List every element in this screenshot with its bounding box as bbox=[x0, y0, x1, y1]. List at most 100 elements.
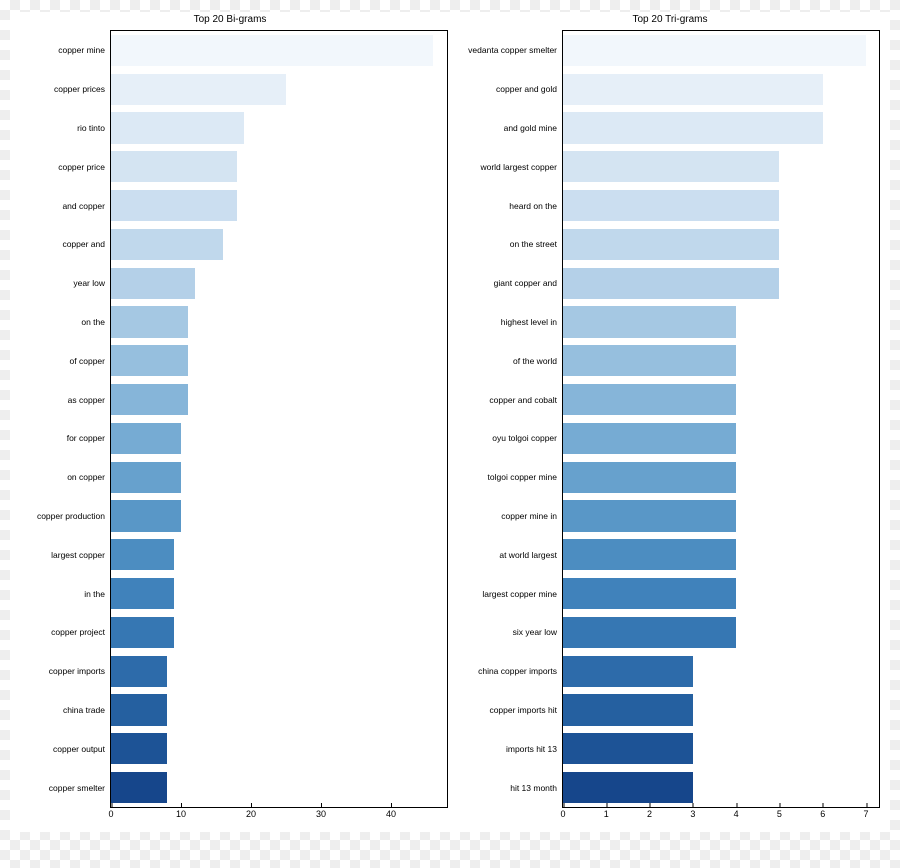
bigram-bar bbox=[111, 190, 237, 221]
trigram-ylabel: of the world bbox=[513, 356, 563, 366]
trigram-bar bbox=[563, 733, 693, 764]
bigram-bar bbox=[111, 733, 167, 764]
trigram-row: vedanta copper smelter bbox=[563, 35, 879, 66]
bigram-xtick: 10 bbox=[176, 807, 186, 819]
bigram-bar bbox=[111, 384, 188, 415]
trigram-xtick: 0 bbox=[560, 807, 565, 819]
bigram-row: as copper bbox=[111, 384, 447, 415]
trigram-ylabel: imports hit 13 bbox=[506, 744, 563, 754]
trigrams-bars: vedanta copper smelter copper and gold and… bbox=[563, 31, 879, 807]
trigram-bar bbox=[563, 268, 779, 299]
trigram-row: giant copper and bbox=[563, 268, 879, 299]
bigram-bar bbox=[111, 578, 174, 609]
bigram-row: copper price bbox=[111, 151, 447, 182]
trigrams-axes: vedanta copper smelter copper and gold and… bbox=[562, 30, 880, 808]
bigram-bar bbox=[111, 617, 174, 648]
trigram-xtick: 1 bbox=[604, 807, 609, 819]
bigram-ylabel: copper price bbox=[58, 162, 111, 172]
trigram-bar bbox=[563, 229, 779, 260]
trigram-row: copper and cobalt bbox=[563, 384, 879, 415]
bigram-row: for copper bbox=[111, 423, 447, 454]
trigram-ylabel: highest level in bbox=[501, 317, 563, 327]
bigram-row: copper project bbox=[111, 617, 447, 648]
bigram-ylabel: for copper bbox=[67, 433, 111, 443]
bigram-row: and copper bbox=[111, 190, 447, 221]
trigram-row: oyu tolgoi copper bbox=[563, 423, 879, 454]
trigram-bar bbox=[563, 656, 693, 687]
bigram-ylabel: largest copper bbox=[51, 550, 111, 560]
trigram-row: of the world bbox=[563, 345, 879, 376]
trigram-row: china copper imports bbox=[563, 656, 879, 687]
bigram-ylabel: copper project bbox=[51, 627, 111, 637]
trigram-bar bbox=[563, 384, 736, 415]
trigram-ylabel: china copper imports bbox=[478, 666, 563, 676]
bigrams-title: Top 20 Bi-grams bbox=[10, 14, 450, 25]
bigram-bar bbox=[111, 423, 181, 454]
trigram-ylabel: heard on the bbox=[509, 201, 563, 211]
trigram-row: largest copper mine bbox=[563, 578, 879, 609]
bigram-bar bbox=[111, 539, 174, 570]
bigram-xtick: 0 bbox=[108, 807, 113, 819]
trigram-bar bbox=[563, 35, 866, 66]
bigram-ylabel: on the bbox=[81, 317, 111, 327]
bigram-bar bbox=[111, 694, 167, 725]
trigram-bar bbox=[563, 617, 736, 648]
trigram-bar bbox=[563, 151, 779, 182]
trigram-row: heard on the bbox=[563, 190, 879, 221]
trigrams-panel: Top 20 Tri-grams vedanta copper smelterc… bbox=[450, 12, 890, 832]
bigram-bar bbox=[111, 345, 188, 376]
bigram-bar bbox=[111, 74, 286, 105]
bigram-ylabel: copper output bbox=[53, 744, 111, 754]
trigram-bar bbox=[563, 74, 823, 105]
trigram-row: hit 13 month bbox=[563, 772, 879, 803]
trigram-bar bbox=[563, 190, 779, 221]
bigrams-axes: copper minecopper pricesrio tintocopper … bbox=[110, 30, 448, 808]
trigram-bar bbox=[563, 539, 736, 570]
trigram-xtick: 5 bbox=[777, 807, 782, 819]
bigram-ylabel: copper production bbox=[37, 511, 111, 521]
trigram-row: six year low bbox=[563, 617, 879, 648]
bigram-ylabel: copper smelter bbox=[49, 783, 111, 793]
bigram-bar bbox=[111, 306, 188, 337]
trigram-ylabel: and gold mine bbox=[504, 123, 563, 133]
trigram-bar bbox=[563, 306, 736, 337]
trigram-ylabel: at world largest bbox=[499, 550, 563, 560]
bigram-row: copper production bbox=[111, 500, 447, 531]
bigram-row: copper smelter bbox=[111, 772, 447, 803]
trigram-xtick: 4 bbox=[734, 807, 739, 819]
trigram-ylabel: world largest copper bbox=[480, 162, 563, 172]
bigram-row: largest copper bbox=[111, 539, 447, 570]
bigram-row: in the bbox=[111, 578, 447, 609]
bigram-row: copper output bbox=[111, 733, 447, 764]
bigram-bar bbox=[111, 772, 167, 803]
bigram-ylabel: china trade bbox=[63, 705, 111, 715]
trigram-row: and gold mine bbox=[563, 112, 879, 143]
trigram-bar bbox=[563, 423, 736, 454]
trigram-row: world largest copper bbox=[563, 151, 879, 182]
trigram-bar bbox=[563, 578, 736, 609]
bigram-row: copper imports bbox=[111, 656, 447, 687]
trigram-bar bbox=[563, 772, 693, 803]
bigram-bar bbox=[111, 500, 181, 531]
trigram-bar bbox=[563, 694, 693, 725]
bigram-ylabel: as copper bbox=[68, 395, 111, 405]
bigram-xtick: 20 bbox=[246, 807, 256, 819]
bigram-bar bbox=[111, 462, 181, 493]
trigram-row: on the street bbox=[563, 229, 879, 260]
bigram-ylabel: copper prices bbox=[54, 84, 111, 94]
trigram-xtick: 2 bbox=[647, 807, 652, 819]
trigram-xtick: 3 bbox=[690, 807, 695, 819]
bigram-bar bbox=[111, 229, 223, 260]
bigram-row: year low bbox=[111, 268, 447, 299]
trigram-ylabel: on the street bbox=[510, 239, 563, 249]
bigram-xtick: 40 bbox=[386, 807, 396, 819]
bigram-row: on copper bbox=[111, 462, 447, 493]
trigram-row: copper and gold bbox=[563, 74, 879, 105]
trigram-row: at world largest bbox=[563, 539, 879, 570]
bigram-ylabel: on copper bbox=[67, 472, 111, 482]
bigram-ylabel: and copper bbox=[62, 201, 111, 211]
bigram-ylabel: copper imports bbox=[49, 666, 111, 676]
bigram-bar bbox=[111, 151, 237, 182]
trigram-ylabel: tolgoi copper mine bbox=[488, 472, 563, 482]
trigram-ylabel: copper mine in bbox=[501, 511, 563, 521]
